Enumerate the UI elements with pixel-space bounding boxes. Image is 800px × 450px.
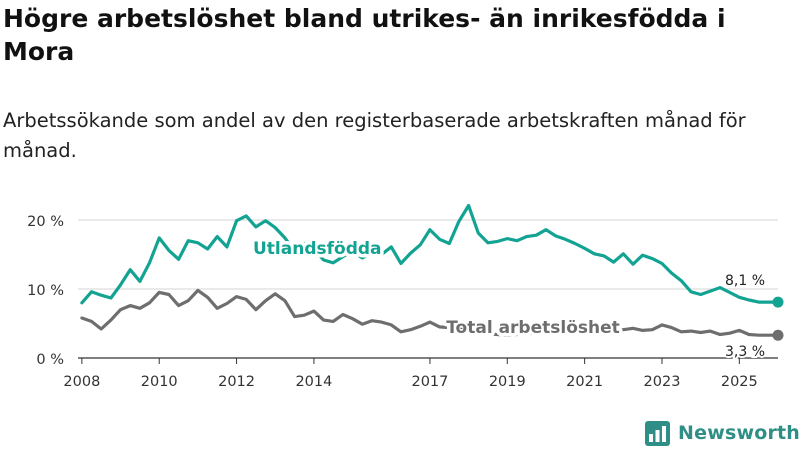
x-tick-label: 2017 [411, 374, 448, 390]
label-layer: 8,1 % 3,3 % Utlandsfödda Total arbetslöshet [250, 236, 768, 363]
bar-chart-logo-icon [645, 420, 670, 446]
page-subtitle: Arbetssökande som andel av den registerb… [3, 109, 746, 162]
x-tick-label: 2025 [721, 374, 758, 390]
page-title: Högre arbetslöshet bland utrikes- än inr… [3, 4, 726, 66]
series-line-total-arbetsloshet [80, 288, 780, 337]
x-tick-label: 2023 [644, 374, 681, 390]
y-tick-label: 20 % [27, 214, 64, 230]
series-annotation-total: Total arbetslöshet [446, 318, 620, 338]
x-tick-label: 2021 [566, 374, 603, 390]
grid-layer: 0 % 10 % 20 % 2008 2010 2012 2014 2017 2019 2021 2… [27, 214, 778, 390]
series-end-marker-utlandsfodda [772, 296, 784, 308]
x-tick-label: 2012 [218, 374, 255, 390]
x-tick-label: 2019 [489, 374, 526, 390]
series-end-marker-total-arbetsloshet [772, 329, 784, 341]
x-tick-label: 2014 [295, 374, 332, 390]
y-tick-label: 0 % [36, 352, 64, 368]
series-layer [80, 203, 784, 341]
y-tick-label: 10 % [27, 283, 64, 299]
end-value-label-total: 3,3 % [725, 344, 765, 360]
series-line-utlandsfodda [80, 203, 780, 305]
brand-logo[interactable]: Newsworthy [645, 419, 800, 447]
x-tick-label: 2008 [63, 374, 100, 390]
end-value-label-utlandsfodda: 8,1 % [725, 273, 765, 289]
series-annotation-utlandsfodda: Utlandsfödda [253, 239, 382, 259]
brand-name: Newsworthy [678, 422, 800, 444]
x-tick-label: 2010 [141, 374, 178, 390]
